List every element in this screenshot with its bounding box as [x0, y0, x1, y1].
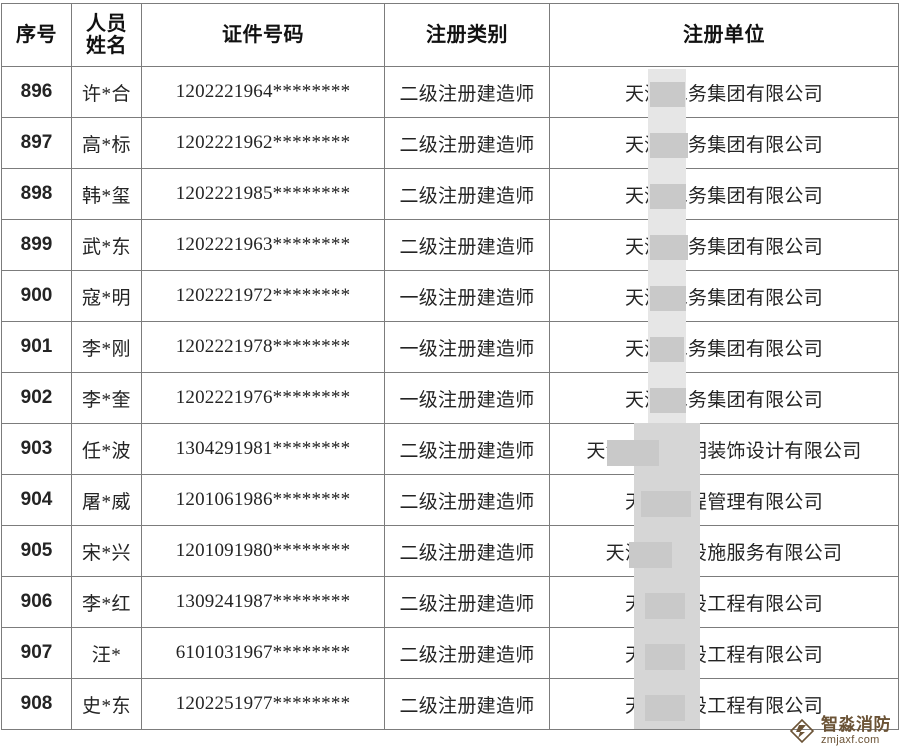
- cell-seq: 898: [1, 168, 72, 220]
- cell-unit: 天津 景观照明装饰设计有限公司: [549, 423, 899, 475]
- column-header-id: 证件号码: [141, 3, 385, 67]
- cell-id: 1202221964********: [141, 66, 385, 118]
- cell-category: 一级注册建造师: [384, 321, 550, 373]
- cell-seq: 902: [1, 372, 72, 424]
- cell-id: 1304291981********: [141, 423, 385, 475]
- watermark-text: 智淼消防 zmjaxf.com: [821, 716, 891, 746]
- column-header-name: 人员 姓名: [71, 3, 142, 67]
- table-row: 899 武*东 1202221963******** 二级注册建造师 天津 水务…: [1, 219, 899, 271]
- column-header-category: 注册类别: [384, 3, 550, 67]
- cell-seq: 896: [1, 66, 72, 118]
- table-row: 902 李*奎 1202221976******** 一级注册建造师 天津 水务…: [1, 372, 899, 424]
- cell-seq: 900: [1, 270, 72, 322]
- cell-category: 二级注册建造师: [384, 576, 550, 628]
- cell-id: 1309241987********: [141, 576, 385, 628]
- cell-id: 1202221963********: [141, 219, 385, 271]
- cell-seq: 904: [1, 474, 72, 526]
- cell-id: 1202221985********: [141, 168, 385, 220]
- column-header-unit: 注册单位: [549, 3, 899, 67]
- cell-id: 1201091980********: [141, 525, 385, 577]
- cell-name: 韩*玺: [71, 168, 142, 220]
- cell-seq: 907: [1, 627, 72, 679]
- cell-id: 6101031967********: [141, 627, 385, 679]
- cell-name: 屠*威: [71, 474, 142, 526]
- cell-category: 一级注册建造师: [384, 372, 550, 424]
- column-header-seq: 序号: [1, 3, 72, 67]
- table-row: 907 汪* 6101031967******** 二级注册建造师 天津 建设工…: [1, 627, 899, 679]
- column-header-category-line1: 注册类别: [426, 23, 508, 46]
- cell-unit: 天津 公共设施服务有限公司: [549, 525, 899, 577]
- cell-category: 二级注册建造师: [384, 168, 550, 220]
- cell-unit: 天津 水务集团有限公司: [549, 321, 899, 373]
- table-row: 904 屠*威 1201061986******** 二级注册建造师 天津 工程…: [1, 474, 899, 526]
- cell-seq: 906: [1, 576, 72, 628]
- cell-name: 高*标: [71, 117, 142, 169]
- table-row: 908 史*东 1202251977******** 二级注册建造师 天津 建设…: [1, 678, 899, 730]
- cell-name: 许*合: [71, 66, 142, 118]
- watermark-name: 智淼消防: [821, 715, 891, 734]
- table-row: 900 寇*明 1202221972******** 一级注册建造师 天津 水务…: [1, 270, 899, 322]
- cell-category: 一级注册建造师: [384, 270, 550, 322]
- cell-id: 1202251977********: [141, 678, 385, 730]
- column-header-unit-line1: 注册单位: [683, 23, 765, 46]
- cell-name: 李*红: [71, 576, 142, 628]
- table-row: 906 李*红 1309241987******** 二级注册建造师 天津 建设…: [1, 576, 899, 628]
- cell-id: 1202221962********: [141, 117, 385, 169]
- cell-id: 1202221976********: [141, 372, 385, 424]
- cell-name: 史*东: [71, 678, 142, 730]
- cell-seq: 903: [1, 423, 72, 475]
- table-row: 905 宋*兴 1201091980******** 二级注册建造师 天津 公共…: [1, 525, 899, 577]
- watermark-url: zmjaxf.com: [821, 734, 880, 746]
- document-page: 序号 人员 姓名 证件号码 注册类别 注册单位 896 许: [0, 3, 899, 750]
- cell-category: 二级注册建造师: [384, 627, 550, 679]
- cell-name: 武*东: [71, 219, 142, 271]
- cell-seq: 901: [1, 321, 72, 373]
- cell-unit: 天津 建设工程有限公司: [549, 576, 899, 628]
- cell-name: 寇*明: [71, 270, 142, 322]
- cell-category: 二级注册建造师: [384, 678, 550, 730]
- cell-name: 李*刚: [71, 321, 142, 373]
- table-header: 序号 人员 姓名 证件号码 注册类别 注册单位: [1, 3, 899, 67]
- cell-category: 二级注册建造师: [384, 474, 550, 526]
- cell-category: 二级注册建造师: [384, 117, 550, 169]
- column-header-name-line2: 姓名: [86, 35, 127, 57]
- cell-seq: 899: [1, 219, 72, 271]
- table-row: 903 任*波 1304291981******** 二级注册建造师 天津 景观…: [1, 423, 899, 475]
- cell-unit: 天津 水务集团有限公司: [549, 66, 899, 118]
- registration-table: 序号 人员 姓名 证件号码 注册类别 注册单位 896 许: [1, 3, 899, 730]
- cell-id: 1201061986********: [141, 474, 385, 526]
- cell-unit: 天津 水务集团有限公司: [549, 117, 899, 169]
- cell-unit: 天津 水务集团有限公司: [549, 270, 899, 322]
- table-row: 896 许*合 1202221964******** 二级注册建造师 天津 水务…: [1, 66, 899, 118]
- cell-name: 汪*: [71, 627, 142, 679]
- diamond-logo-icon: [789, 718, 815, 744]
- cell-name: 任*波: [71, 423, 142, 475]
- cell-unit: 天津 建设工程有限公司: [549, 627, 899, 679]
- cell-unit: 天津 水务集团有限公司: [549, 168, 899, 220]
- table-row: 898 韩*玺 1202221985******** 二级注册建造师 天津 水务…: [1, 168, 899, 220]
- cell-seq: 908: [1, 678, 72, 730]
- column-header-name-line1: 人员: [86, 12, 127, 35]
- cell-category: 二级注册建造师: [384, 66, 550, 118]
- cell-name: 李*奎: [71, 372, 142, 424]
- table-body: 896 许*合 1202221964******** 二级注册建造师 天津 水务…: [1, 66, 899, 730]
- cell-category: 二级注册建造师: [384, 423, 550, 475]
- cell-unit: 天津 水务集团有限公司: [549, 219, 899, 271]
- cell-unit: 天津 工程管理有限公司: [549, 474, 899, 526]
- table-row: 897 高*标 1202221962******** 二级注册建造师 天津 水务…: [1, 117, 899, 169]
- cell-id: 1202221978********: [141, 321, 385, 373]
- cell-unit: 天津 水务集团有限公司: [549, 372, 899, 424]
- column-header-seq-line1: 序号: [16, 23, 57, 46]
- column-header-id-line1: 证件号码: [222, 23, 304, 46]
- cell-id: 1202221972********: [141, 270, 385, 322]
- cell-category: 二级注册建造师: [384, 219, 550, 271]
- cell-category: 二级注册建造师: [384, 525, 550, 577]
- cell-seq: 905: [1, 525, 72, 577]
- cell-name: 宋*兴: [71, 525, 142, 577]
- cell-seq: 897: [1, 117, 72, 169]
- cell-unit: 天津 建设工程有限公司: [549, 678, 899, 730]
- table-header-row: 序号 人员 姓名 证件号码 注册类别 注册单位: [1, 3, 899, 67]
- table-row: 901 李*刚 1202221978******** 一级注册建造师 天津 水务…: [1, 321, 899, 373]
- watermark: 智淼消防 zmjaxf.com: [787, 716, 891, 746]
